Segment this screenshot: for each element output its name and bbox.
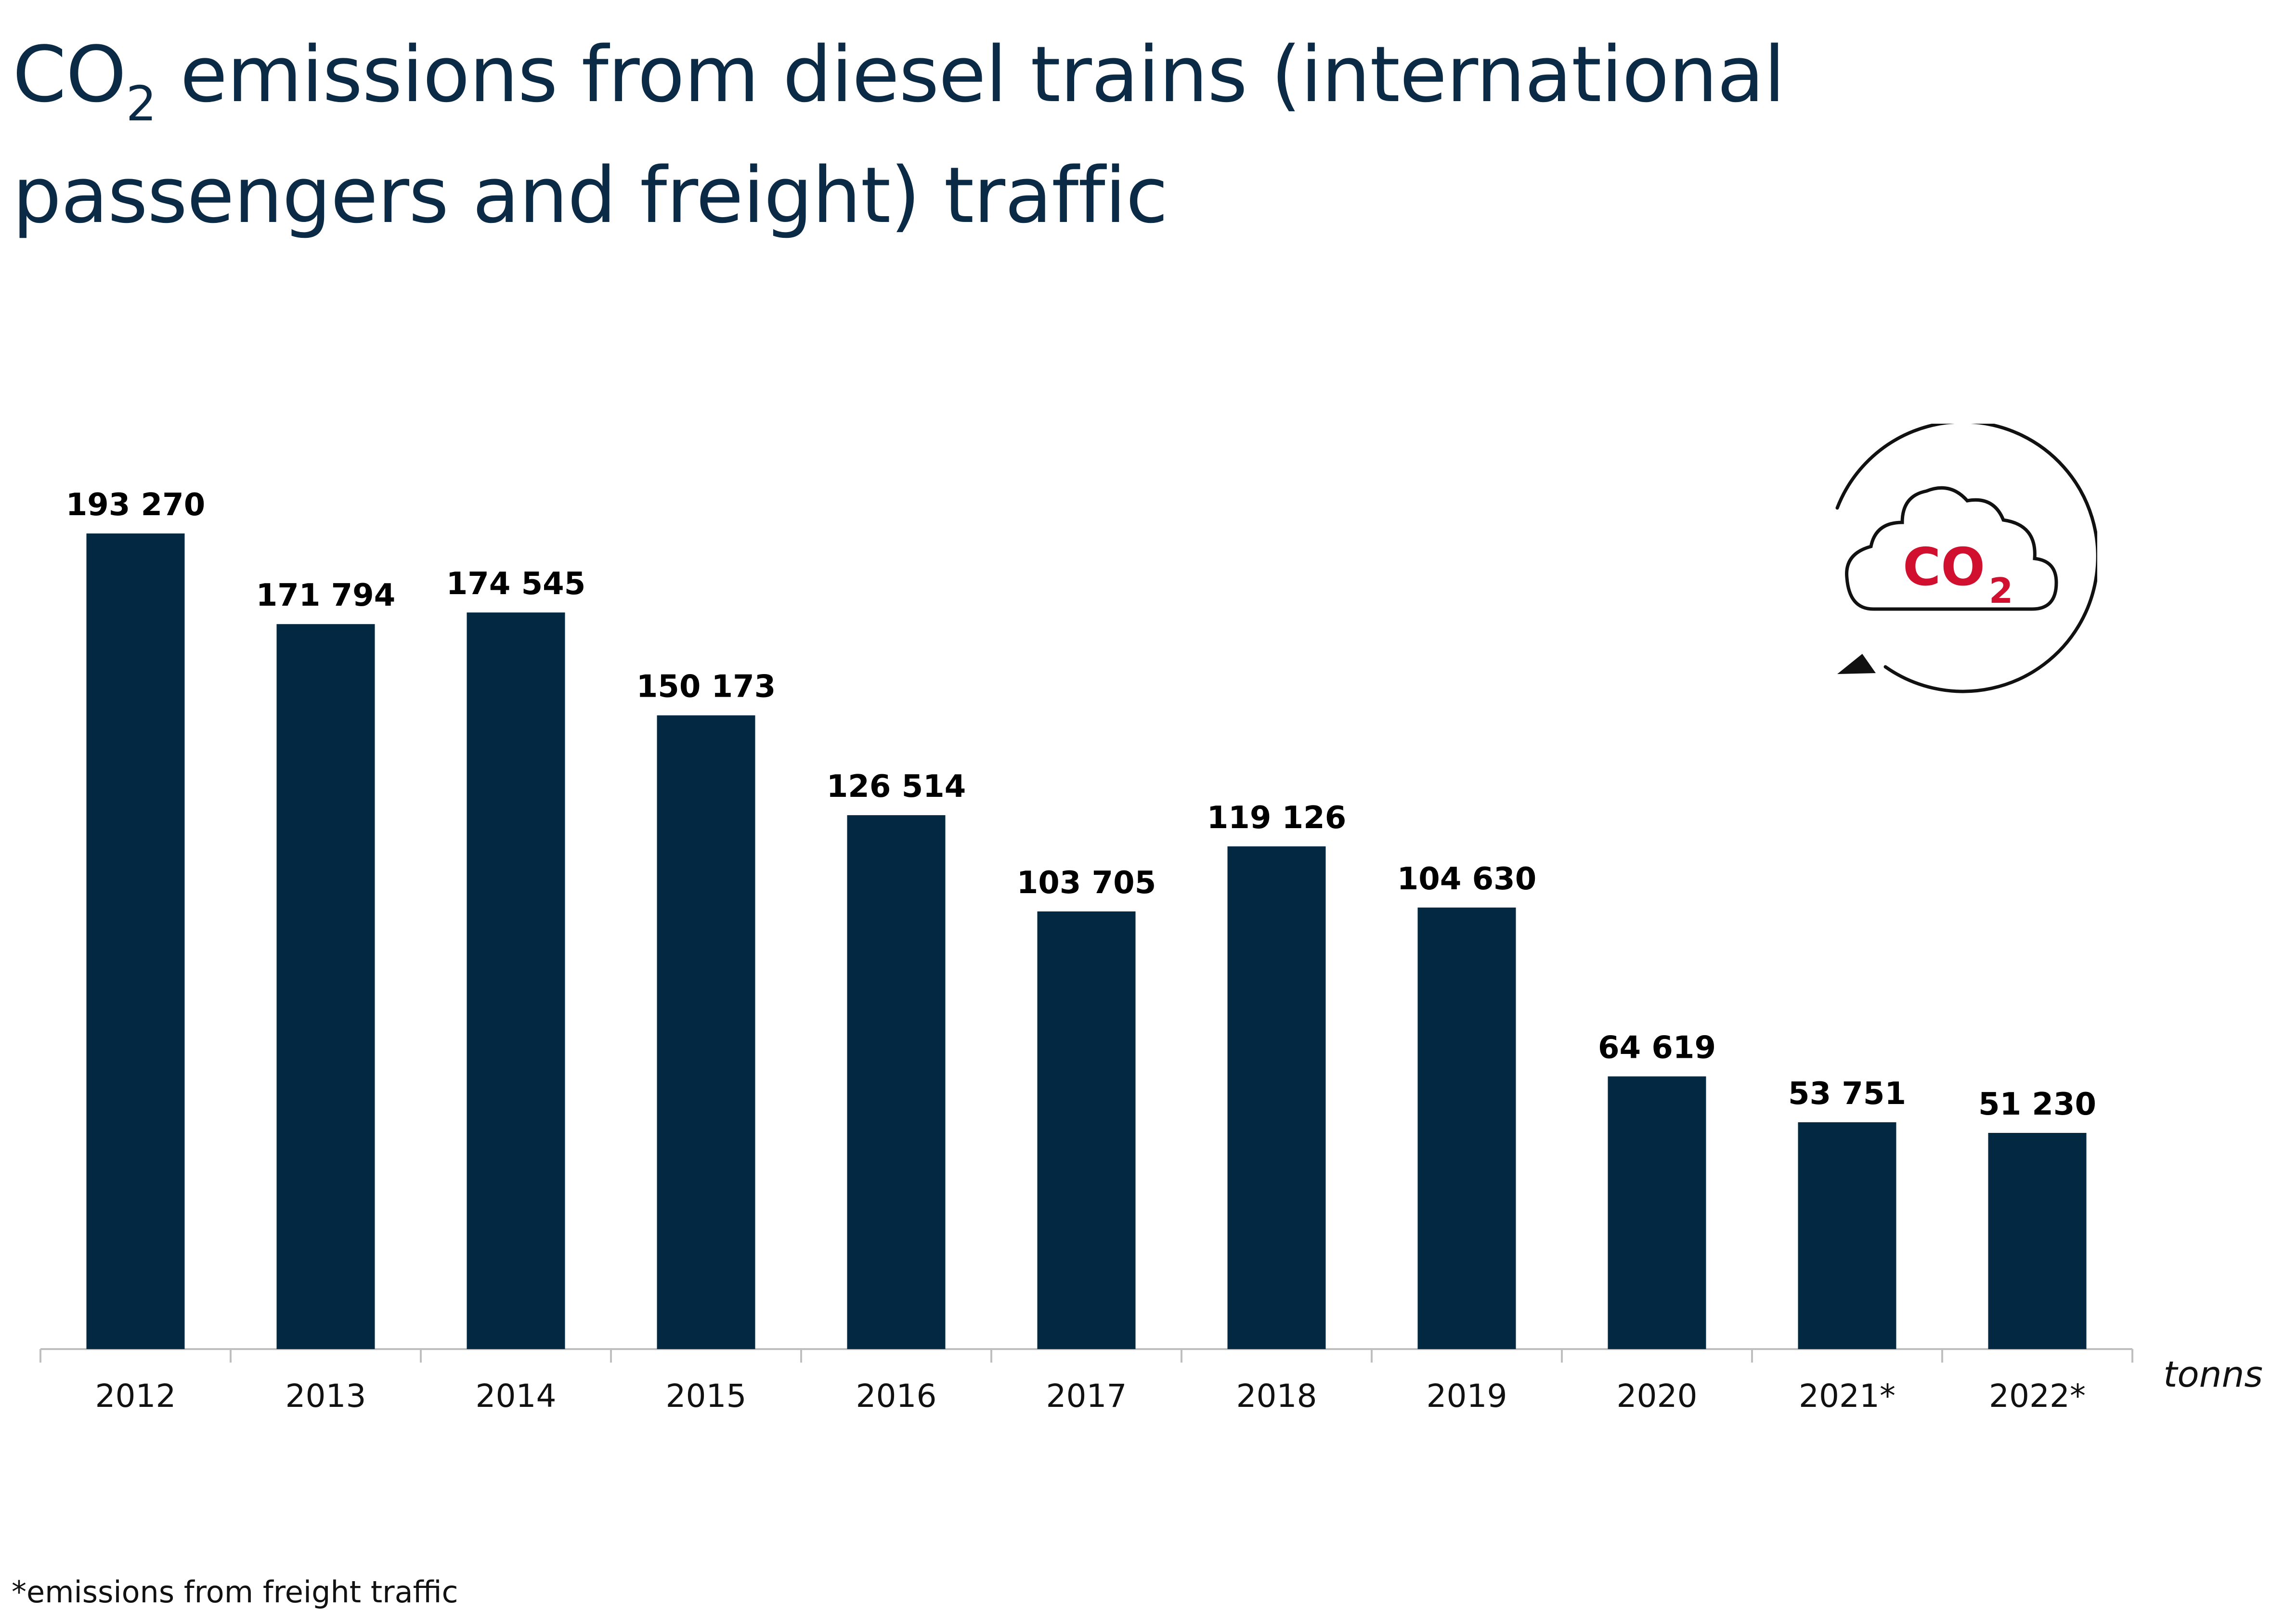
icon-text-co: CO xyxy=(1903,537,1985,598)
bar-2016 xyxy=(847,815,946,1349)
data-label: 126 514 xyxy=(827,769,966,805)
data-label: 53 751 xyxy=(1788,1076,1906,1112)
x-tick-label: 2016 xyxy=(856,1377,937,1415)
bar-2012 xyxy=(87,533,185,1349)
data-label: 174 545 xyxy=(446,566,585,602)
bar-chart: 193 270 2012 171 794 2013 174 545 2014 150 173… xyxy=(0,0,2285,1624)
bar-2013 xyxy=(277,624,375,1349)
x-tick-label: 2015 xyxy=(666,1377,747,1415)
footnote: *emissions from freight traffic xyxy=(12,1574,458,1610)
data-label: 103 705 xyxy=(1017,865,1156,901)
bar-2014 xyxy=(467,612,565,1349)
data-label: 150 173 xyxy=(636,669,776,705)
bar-2022-star xyxy=(1988,1133,2087,1349)
unit-label: tonns xyxy=(2163,1354,2263,1395)
x-tick-label: 2012 xyxy=(95,1377,176,1415)
co2-cloud-cycle-icon: CO 2 xyxy=(1808,424,2097,693)
x-tick-label: 2018 xyxy=(1236,1377,1317,1415)
x-tick-label: 2013 xyxy=(286,1377,366,1415)
page: CO2 emissions from diesel trains (intern… xyxy=(0,0,2285,1624)
data-label: 193 270 xyxy=(66,487,205,523)
icon-text-subscript: 2 xyxy=(1989,571,2013,611)
data-label: 171 794 xyxy=(256,578,395,613)
bar-2019 xyxy=(1418,908,1516,1349)
data-label: 104 630 xyxy=(1397,861,1536,897)
x-tick-label: 2021* xyxy=(1799,1377,1896,1415)
bar-2017 xyxy=(1038,911,1136,1349)
x-tick-label: 2014 xyxy=(476,1377,557,1415)
bar-2020 xyxy=(1608,1077,1706,1349)
x-tick-label: 2019 xyxy=(1427,1377,1507,1415)
x-tick-label: 2020 xyxy=(1617,1377,1698,1415)
bar-2015 xyxy=(657,715,755,1349)
x-tick-label: 2022* xyxy=(1989,1377,2086,1415)
x-tick-label: 2017 xyxy=(1046,1377,1127,1415)
bar-2021-star xyxy=(1798,1122,1896,1349)
bar-2018 xyxy=(1228,846,1326,1349)
data-label: 64 619 xyxy=(1598,1030,1716,1066)
data-label: 119 126 xyxy=(1207,800,1346,836)
data-label: 51 230 xyxy=(1978,1087,2096,1122)
